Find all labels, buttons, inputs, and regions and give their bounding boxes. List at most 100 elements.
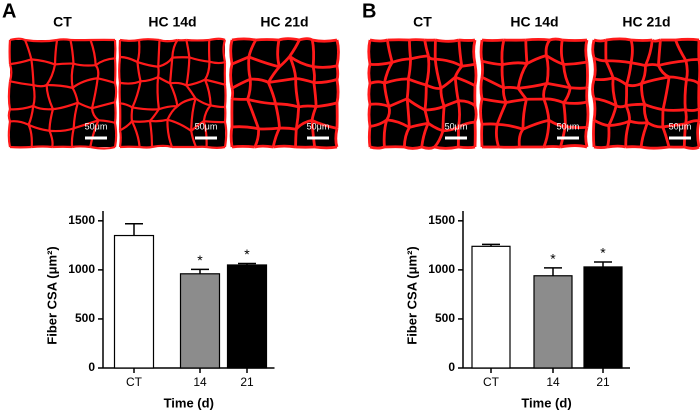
fiber-edge (524, 39, 529, 64)
fiber-edge (204, 78, 226, 86)
fiber-edge (479, 76, 484, 100)
fiber-edge (119, 38, 140, 42)
fiber-edge (176, 97, 196, 108)
fiber-edge (367, 104, 372, 127)
fiber-edge (31, 58, 56, 66)
fiber-edge (544, 39, 551, 56)
fiber-edge (592, 120, 596, 148)
fiber-edge (386, 118, 411, 129)
fiber-edge (247, 56, 252, 80)
fiber-network (479, 37, 590, 149)
fiber-edge (94, 64, 100, 79)
fiber-edge (481, 97, 507, 104)
fiber-edge (310, 39, 316, 67)
fiber-edge (71, 145, 91, 149)
fiber-edge (166, 105, 179, 121)
fiber-edge (642, 104, 649, 124)
fiber-edge (334, 128, 339, 148)
fiber-edge (494, 124, 500, 148)
image-title: HC 14d (148, 14, 196, 30)
y-tick-label: 500 (75, 311, 95, 325)
y-tick-label: 1000 (68, 262, 95, 276)
y-axis-label: Fiber CSA (μm²) (44, 246, 59, 344)
fiber-edge (605, 59, 632, 65)
fiber-edge (136, 39, 141, 63)
fiber-edge (497, 122, 524, 131)
fiber-edge (563, 60, 588, 66)
fiber-edge (658, 59, 687, 67)
x-axis-label: Time (d) (164, 395, 214, 410)
fiber-edge (591, 39, 596, 59)
fiber-edge (189, 56, 210, 63)
fiber-edge (159, 38, 178, 43)
fiber-edge (118, 56, 122, 84)
fiber-edge (505, 97, 527, 104)
fiber-edge (204, 61, 211, 81)
fiber-edge (644, 39, 654, 67)
fiber-edge (140, 76, 159, 83)
fiber-edge (246, 79, 252, 100)
fiber-edge (472, 39, 477, 65)
fiber-edge (518, 82, 548, 90)
fiber-edge (90, 78, 99, 109)
fiber-edge (131, 80, 142, 108)
fiber-edge (9, 104, 34, 111)
fiber-edge (560, 144, 588, 149)
fiber-edge (495, 101, 508, 125)
fiber-edge (386, 39, 394, 63)
y-axis-label: Fiber CSA (μm²) (404, 246, 419, 344)
image-title: CT (53, 14, 72, 30)
fiber-edge (457, 39, 464, 67)
fiber-edge (369, 80, 386, 85)
fiber-edge (206, 145, 226, 149)
x-tick-label: 14 (193, 375, 207, 389)
fiber-edge (295, 119, 313, 131)
fiber-edge (30, 59, 35, 86)
fiber-edge (441, 106, 446, 131)
fiber-edge (408, 121, 429, 129)
fiber-edge (584, 39, 589, 63)
fiber-edge (402, 126, 411, 148)
fiber-edge (169, 81, 187, 87)
fiber-edge (517, 128, 525, 148)
fiber-edge (675, 37, 700, 42)
error-bar (125, 223, 143, 236)
fiber-edge (423, 84, 428, 111)
x-axis-label: Time (d) (521, 395, 571, 410)
image-title: HC 21d (260, 14, 308, 30)
fiber-edge (521, 98, 528, 130)
fiber-edge (288, 55, 298, 79)
scale-bar-label: 50μm (445, 121, 468, 131)
fiber-edge (686, 78, 700, 86)
fiber-edge (119, 80, 142, 85)
fiber-edge (629, 39, 634, 64)
fiber-edge (674, 39, 688, 62)
fiber-edge (98, 119, 116, 124)
fiber-edge (403, 145, 423, 150)
x-tick-label: CT (126, 375, 143, 389)
bar (471, 245, 511, 369)
fiber-edge (311, 66, 316, 83)
scale-bar-label: 50μm (669, 121, 692, 131)
y-tick-label: 0 (88, 360, 95, 374)
fiber-edge (73, 119, 99, 130)
y-tick-label: 1500 (428, 213, 455, 227)
significance-mark: * (244, 246, 250, 262)
fiber-edge (367, 126, 372, 148)
fiber-edge (278, 37, 300, 42)
fiber-edge (592, 98, 597, 121)
fiber-edge (593, 118, 609, 128)
fiber-edge (434, 145, 459, 150)
fiber-edge (382, 61, 394, 84)
fiber-edge (624, 104, 631, 122)
fiber-edge (275, 102, 300, 109)
fiber-edge (138, 38, 160, 42)
fiber-edge (54, 62, 74, 66)
fiber-edge (456, 100, 461, 128)
fiber-edge (288, 39, 301, 58)
fiber-edge (136, 61, 142, 82)
fiber-edge (185, 39, 191, 58)
fiber-edge (500, 39, 506, 65)
fiber-edge (73, 62, 96, 67)
fiber-edge (480, 60, 484, 78)
